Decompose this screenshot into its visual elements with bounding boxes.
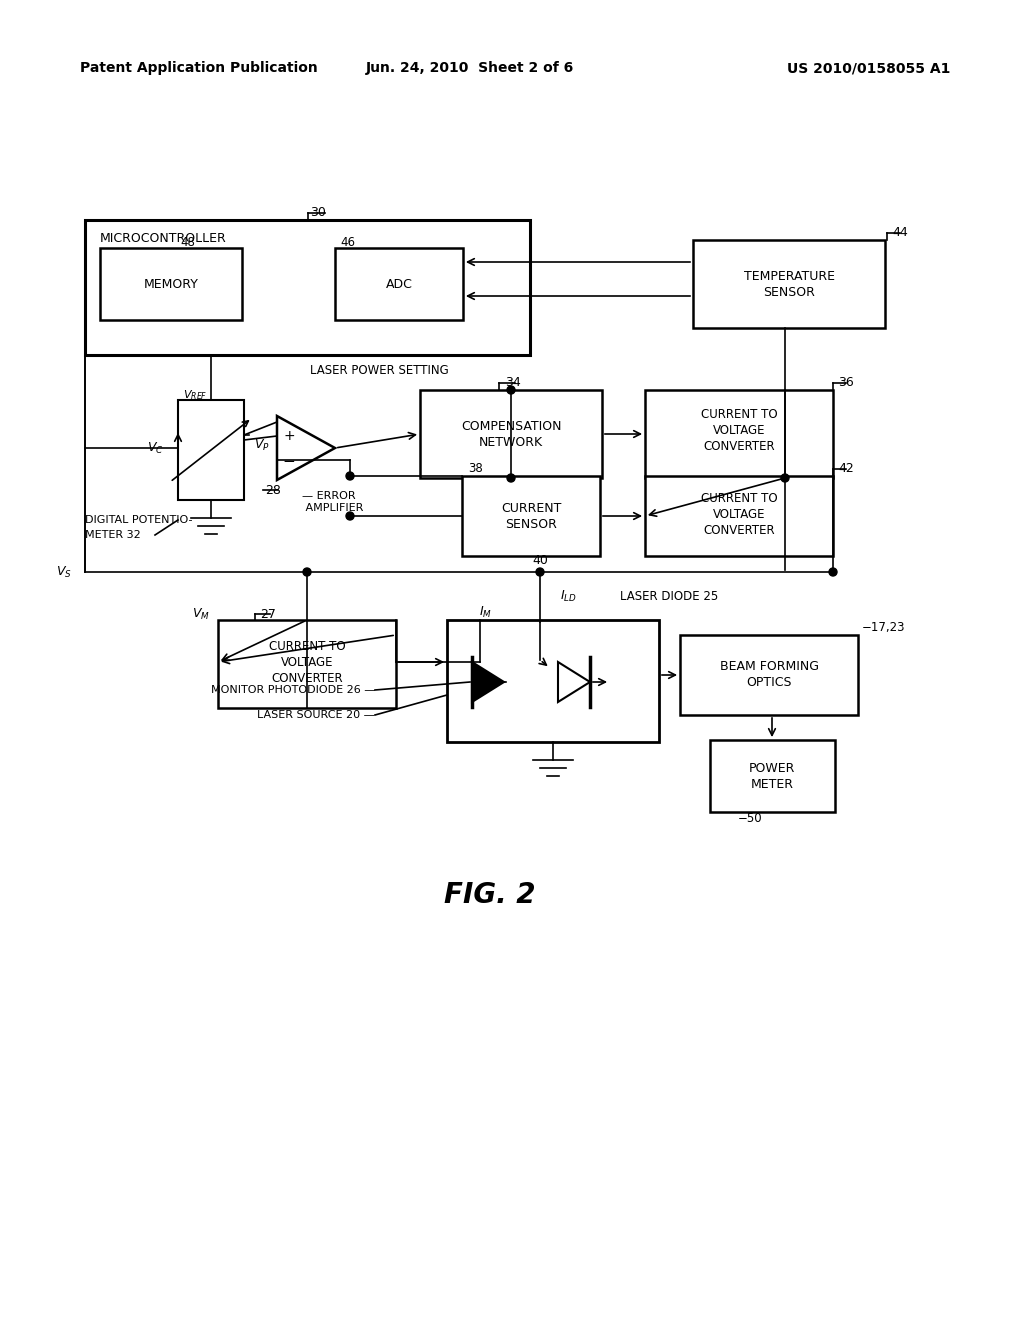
Polygon shape (278, 416, 335, 480)
Text: MICROCONTROLLER: MICROCONTROLLER (100, 231, 226, 244)
Bar (335, 248, 463, 319)
Bar (447, 620, 659, 742)
Text: CURRENT TO
VOLTAGE
CONVERTER: CURRENT TO VOLTAGE CONVERTER (268, 639, 345, 685)
Text: $V_C$: $V_C$ (146, 441, 163, 455)
Text: $I_M$: $I_M$ (478, 605, 492, 619)
Bar (710, 741, 835, 812)
Bar (680, 635, 858, 715)
Text: 34: 34 (505, 376, 521, 389)
Text: $V_M$: $V_M$ (193, 606, 210, 622)
Polygon shape (558, 663, 590, 702)
Text: 48: 48 (180, 236, 195, 249)
Text: 38: 38 (468, 462, 482, 475)
Text: 44: 44 (892, 227, 907, 239)
Text: 30: 30 (310, 206, 326, 219)
Text: LASER SOURCE 20 —: LASER SOURCE 20 — (257, 710, 375, 719)
Text: $V_{REF}$: $V_{REF}$ (183, 388, 208, 401)
Text: LASER POWER SETTING: LASER POWER SETTING (310, 363, 449, 376)
Circle shape (829, 568, 837, 576)
Bar (178, 400, 244, 500)
Text: MEMORY: MEMORY (143, 277, 199, 290)
Text: −17,23: −17,23 (862, 622, 905, 635)
Text: — ERROR
   AMPLIFIER: — ERROR AMPLIFIER (295, 491, 364, 513)
Circle shape (346, 512, 354, 520)
Text: $V_P$: $V_P$ (254, 437, 270, 453)
Text: LASER DIODE 25: LASER DIODE 25 (620, 590, 718, 602)
Circle shape (507, 474, 515, 482)
Text: 40: 40 (532, 553, 548, 566)
Bar (218, 620, 396, 708)
Circle shape (346, 473, 354, 480)
Text: 36: 36 (838, 376, 854, 389)
Text: CURRENT
SENSOR: CURRENT SENSOR (501, 502, 561, 531)
Bar (420, 389, 602, 478)
Text: METER 32: METER 32 (85, 531, 140, 540)
Text: FIG. 2: FIG. 2 (444, 880, 536, 909)
Text: 42: 42 (838, 462, 854, 475)
Text: BEAM FORMING
OPTICS: BEAM FORMING OPTICS (720, 660, 818, 689)
Text: DIGITAL POTENTIO-: DIGITAL POTENTIO- (85, 515, 193, 525)
Text: −50: −50 (738, 812, 763, 825)
Circle shape (303, 568, 311, 576)
Text: 27: 27 (260, 607, 275, 620)
Text: Jun. 24, 2010  Sheet 2 of 6: Jun. 24, 2010 Sheet 2 of 6 (366, 61, 574, 75)
Text: $V_S$: $V_S$ (56, 565, 72, 579)
Bar (645, 477, 833, 556)
Circle shape (507, 385, 515, 393)
Text: MONITOR PHOTODIODE 26 —: MONITOR PHOTODIODE 26 — (211, 685, 375, 696)
Text: 46: 46 (340, 236, 355, 249)
Text: $I_{LD}$: $I_{LD}$ (560, 589, 577, 603)
Text: CURRENT TO
VOLTAGE
CONVERTER: CURRENT TO VOLTAGE CONVERTER (700, 491, 777, 536)
Text: CURRENT TO
VOLTAGE
CONVERTER: CURRENT TO VOLTAGE CONVERTER (700, 408, 777, 453)
Bar (693, 240, 885, 327)
Text: US 2010/0158055 A1: US 2010/0158055 A1 (786, 61, 950, 75)
Polygon shape (472, 663, 504, 702)
Text: 28: 28 (265, 483, 281, 496)
Bar (645, 389, 833, 478)
Text: ADC: ADC (386, 277, 413, 290)
Text: Patent Application Publication: Patent Application Publication (80, 61, 317, 75)
Text: COMPENSATION
NETWORK: COMPENSATION NETWORK (461, 420, 561, 449)
Bar (85, 220, 530, 355)
Text: TEMPERATURE
SENSOR: TEMPERATURE SENSOR (743, 269, 835, 298)
Text: +: + (284, 429, 295, 444)
Circle shape (781, 474, 790, 482)
Circle shape (536, 568, 544, 576)
Text: POWER
METER: POWER METER (749, 762, 796, 791)
Text: −: − (283, 454, 295, 470)
Bar (100, 248, 242, 319)
Bar (462, 477, 600, 556)
